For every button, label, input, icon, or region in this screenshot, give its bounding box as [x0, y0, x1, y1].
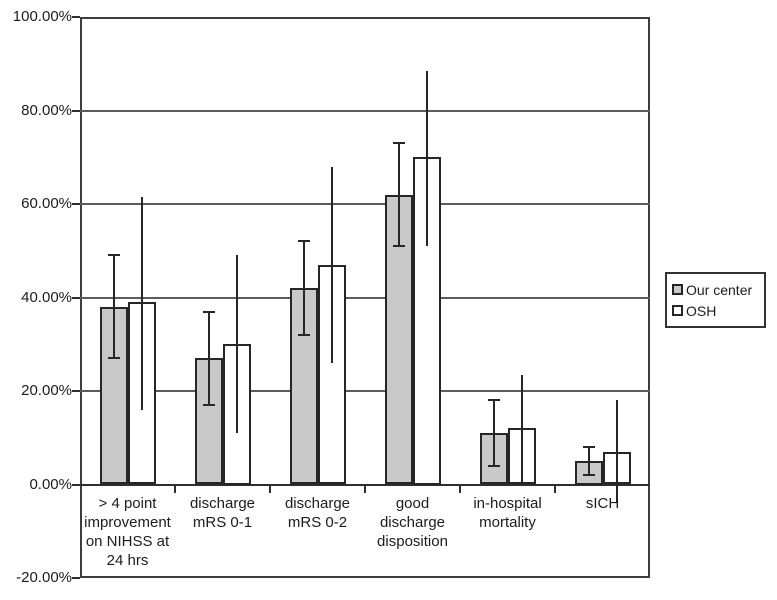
- y-axis-tick: [72, 109, 80, 112]
- x-axis-category-label-line: sICH: [585, 494, 620, 512]
- legend-label-osh: OSH: [686, 302, 717, 319]
- bar-our-center: [99, 306, 128, 485]
- error-bar-cap-top: [392, 142, 405, 145]
- error-bar-line: [207, 311, 210, 406]
- error-bar-line: [425, 70, 428, 247]
- y-axis-label: 60.00%: [21, 195, 72, 212]
- x-axis-tick: [364, 484, 366, 493]
- error-bar-cap-bottom: [487, 464, 500, 467]
- gridline: [80, 296, 650, 299]
- x-axis-tick: [554, 484, 556, 493]
- legend-swatch-osh: [672, 305, 683, 316]
- y-axis-label: 100.00%: [12, 8, 72, 25]
- x-axis-category-label-line: discharge: [284, 494, 351, 512]
- x-axis-category-label-line: > 4 point: [98, 494, 157, 512]
- error-bar-cap-top: [202, 310, 215, 313]
- error-bar-cap-bottom: [202, 404, 215, 407]
- y-axis-label: -20.00%: [16, 569, 72, 586]
- gridline: [80, 109, 650, 112]
- legend: Our center OSH: [665, 272, 766, 328]
- y-axis-label: 0.00%: [29, 475, 72, 493]
- y-axis-tick: [72, 390, 80, 392]
- error-bar-cap-top: [487, 399, 500, 402]
- y-axis-tick: [72, 16, 80, 18]
- error-bar-cap-top: [297, 240, 310, 243]
- x-axis-category-label: in-hospital mortality: [453, 494, 563, 532]
- error-bar-line: [235, 255, 238, 434]
- y-axis-label: 40.00%: [21, 288, 72, 306]
- legend-swatch-our-center: [672, 284, 683, 295]
- gridline: [80, 203, 650, 205]
- x-axis-category-label: > 4 point improvement on NIHSS at 24 hrs: [73, 494, 183, 570]
- x-axis-category-label-line: good: [395, 494, 430, 512]
- error-bar-cap-bottom: [582, 474, 595, 477]
- bar-osh: [127, 302, 156, 485]
- error-bar-cap-bottom: [392, 245, 405, 248]
- y-axis-tick: [72, 577, 80, 579]
- x-axis-category-label-line: mRS 0-1: [192, 513, 253, 531]
- legend-item-osh: OSH: [672, 300, 761, 321]
- x-axis-category-label: good discharge disposition: [358, 494, 468, 551]
- y-axis-tick: [72, 203, 80, 205]
- gridline: [80, 390, 650, 392]
- x-axis-category-label-line: disposition: [377, 532, 448, 550]
- error-bar-line: [492, 400, 495, 466]
- error-bar-line: [587, 447, 590, 476]
- x-axis-category-label-line: in-hospital: [473, 494, 542, 512]
- x-axis-tick: [269, 484, 271, 493]
- x-axis-tick: [174, 484, 176, 493]
- y-axis-tick: [72, 483, 80, 486]
- error-bar-line: [140, 196, 143, 410]
- error-bar-cap-bottom: [297, 333, 310, 336]
- error-bar-line: [302, 241, 305, 335]
- error-bar-line: [520, 374, 523, 485]
- x-axis-category-label-line: 24 hrs: [106, 551, 149, 569]
- y-axis-label: 80.00%: [21, 101, 72, 119]
- error-bar-line: [112, 255, 115, 359]
- x-axis-category-label-line: discharge: [379, 513, 446, 531]
- legend-item-our-center: Our center: [672, 279, 761, 300]
- x-axis-category-label-line: discharge: [189, 494, 256, 512]
- x-axis-category-label: discharge mRS 0-2: [263, 494, 373, 532]
- error-bar-cap-top: [582, 446, 595, 449]
- error-bar-line: [397, 143, 400, 247]
- legend-label-our-center: Our center: [686, 281, 753, 298]
- x-axis-category-label-line: improvement: [84, 513, 171, 531]
- y-axis-label: 20.00%: [21, 382, 72, 399]
- x-axis-category-label-line: mortality: [479, 513, 536, 531]
- error-bar-cap-bottom: [107, 357, 120, 360]
- error-bar-line: [615, 400, 618, 504]
- x-axis-category-label-line: mRS 0-2: [287, 513, 348, 531]
- x-axis-tick: [459, 484, 461, 493]
- x-axis-category-label: discharge mRS 0-1: [168, 494, 278, 532]
- x-axis-category-label-line: on NIHSS at: [85, 532, 170, 550]
- x-axis-category-label: sICH: [548, 494, 658, 513]
- error-bar-line: [330, 166, 333, 363]
- error-bar-cap-top: [107, 254, 120, 257]
- y-axis-tick: [72, 296, 80, 299]
